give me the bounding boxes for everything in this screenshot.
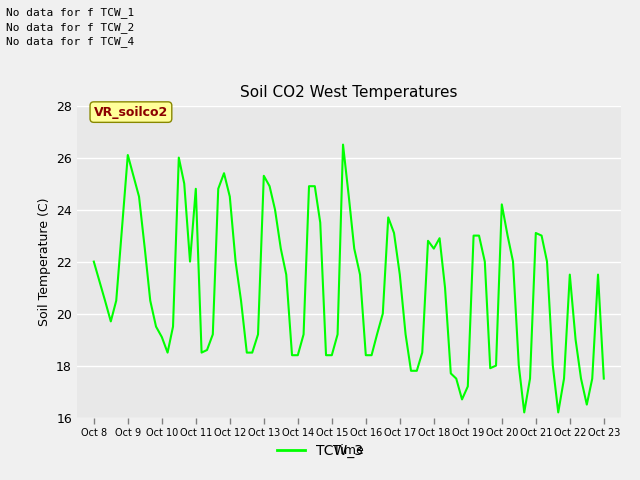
X-axis label: Time: Time bbox=[333, 444, 364, 456]
Text: No data for f TCW_4: No data for f TCW_4 bbox=[6, 36, 134, 47]
Title: Soil CO2 West Temperatures: Soil CO2 West Temperatures bbox=[240, 85, 458, 100]
Text: VR_soilco2: VR_soilco2 bbox=[94, 106, 168, 119]
Y-axis label: Soil Temperature (C): Soil Temperature (C) bbox=[38, 197, 51, 326]
Legend: TCW_3: TCW_3 bbox=[271, 438, 369, 464]
Text: No data for f TCW_2: No data for f TCW_2 bbox=[6, 22, 134, 33]
Text: No data for f TCW_1: No data for f TCW_1 bbox=[6, 7, 134, 18]
